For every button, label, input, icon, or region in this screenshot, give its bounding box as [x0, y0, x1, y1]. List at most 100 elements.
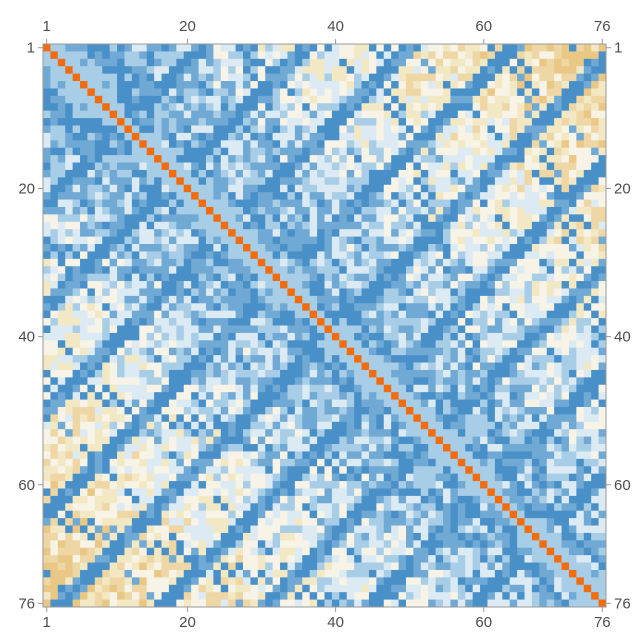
heatmap-cell — [354, 110, 362, 119]
heatmap-cell — [213, 184, 222, 193]
heatmap-cell — [339, 221, 348, 230]
heatmap-cell — [472, 325, 481, 334]
heatmap-cell — [235, 303, 244, 312]
heatmap-cell — [591, 177, 599, 186]
heatmap-cell — [398, 95, 407, 104]
heatmap-cell — [398, 436, 407, 445]
heatmap-cell — [176, 51, 185, 60]
heatmap-cell — [524, 258, 533, 267]
heatmap-cell — [398, 281, 407, 289]
heatmap-cell — [539, 244, 548, 252]
heatmap-cell — [576, 132, 585, 141]
heatmap-cell — [102, 362, 111, 371]
heatmap-cell — [398, 369, 407, 378]
heatmap-cell — [65, 44, 74, 52]
heatmap-cell — [243, 229, 251, 238]
heatmap-cell — [124, 51, 133, 60]
heatmap-cell — [183, 481, 192, 489]
heatmap-cell — [420, 125, 429, 134]
heatmap-cell — [272, 266, 281, 275]
heatmap-cell — [65, 244, 74, 252]
heatmap-cell — [317, 244, 325, 252]
heatmap-cell — [50, 355, 59, 363]
heatmap-cell — [524, 355, 533, 363]
heatmap-cell — [509, 414, 518, 423]
heatmap-cell — [391, 81, 399, 89]
heatmap-cell — [287, 310, 296, 319]
heatmap-cell — [346, 510, 355, 519]
heatmap-cell — [117, 51, 125, 60]
heatmap-cell — [65, 258, 74, 267]
heatmap-cell — [443, 473, 451, 482]
heatmap-cell — [317, 177, 325, 186]
heatmap-cell — [598, 221, 607, 230]
heatmap-cell — [72, 488, 81, 497]
heatmap-cell — [324, 95, 333, 104]
heatmap-cell — [443, 162, 451, 171]
heatmap-cell — [183, 206, 192, 215]
heatmap-cell — [87, 332, 96, 341]
heatmap-cell — [191, 169, 199, 178]
heatmap-cell — [368, 51, 377, 60]
heatmap-cell — [257, 162, 266, 171]
heatmap-cell — [391, 140, 399, 149]
heatmap-cell — [554, 244, 562, 252]
heatmap-cell — [146, 169, 155, 178]
heatmap-cell — [154, 95, 162, 104]
heatmap-cell — [450, 318, 459, 326]
heatmap-cell — [524, 429, 533, 438]
heatmap-cell — [117, 162, 125, 171]
heatmap-cell — [361, 295, 370, 304]
heatmap-cell — [450, 525, 459, 534]
heatmap-cell — [398, 392, 407, 400]
heatmap-cell — [568, 95, 577, 104]
heatmap-cell — [43, 206, 51, 215]
heatmap-cell — [331, 451, 340, 460]
heatmap-cell — [531, 244, 540, 252]
heatmap-cell — [50, 392, 59, 400]
heatmap-cell — [457, 206, 466, 215]
heatmap-cell — [205, 392, 214, 400]
heatmap-cell — [65, 355, 74, 363]
heatmap-cell — [131, 132, 140, 141]
heatmap-cell — [272, 44, 281, 52]
heatmap-cell — [568, 466, 577, 475]
heatmap-cell — [598, 444, 607, 452]
heatmap-cell — [250, 414, 259, 423]
heatmap-cell — [243, 214, 251, 223]
heatmap-cell — [517, 510, 525, 519]
heatmap-cell — [131, 73, 140, 82]
heatmap-cell — [272, 229, 281, 238]
heatmap-cell — [509, 369, 518, 378]
heatmap-cell — [183, 392, 192, 400]
heatmap-cell — [168, 177, 177, 186]
heatmap-cells — [43, 44, 607, 608]
heatmap-cell — [391, 229, 399, 238]
heatmap-cell — [428, 488, 437, 497]
heatmap-cell — [280, 51, 288, 60]
heatmap-cell — [376, 399, 385, 408]
heatmap-cell — [280, 162, 288, 171]
heatmap-cell — [435, 192, 444, 200]
heatmap-cell — [43, 458, 51, 467]
heatmap-cell — [420, 132, 429, 141]
heatmap-cell — [420, 318, 429, 326]
heatmap-cell — [213, 147, 222, 156]
heatmap-cell — [391, 414, 399, 423]
heatmap-cell — [324, 429, 333, 438]
heatmap-cell — [487, 444, 496, 452]
heatmap-cell — [109, 451, 118, 460]
heatmap-cell — [294, 466, 303, 475]
heatmap-cell — [109, 236, 118, 245]
heatmap-cell — [109, 221, 118, 230]
heatmap-cell — [331, 525, 340, 534]
heatmap-cell — [398, 525, 407, 534]
heatmap-cell — [235, 177, 244, 186]
heatmap-cell — [43, 325, 51, 334]
heatmap-cell — [191, 147, 199, 156]
heatmap-cell — [294, 155, 303, 163]
heatmap-cell — [450, 192, 459, 200]
heatmap-cell — [154, 140, 162, 149]
heatmap-cell — [109, 147, 118, 156]
heatmap-cell — [102, 81, 111, 89]
